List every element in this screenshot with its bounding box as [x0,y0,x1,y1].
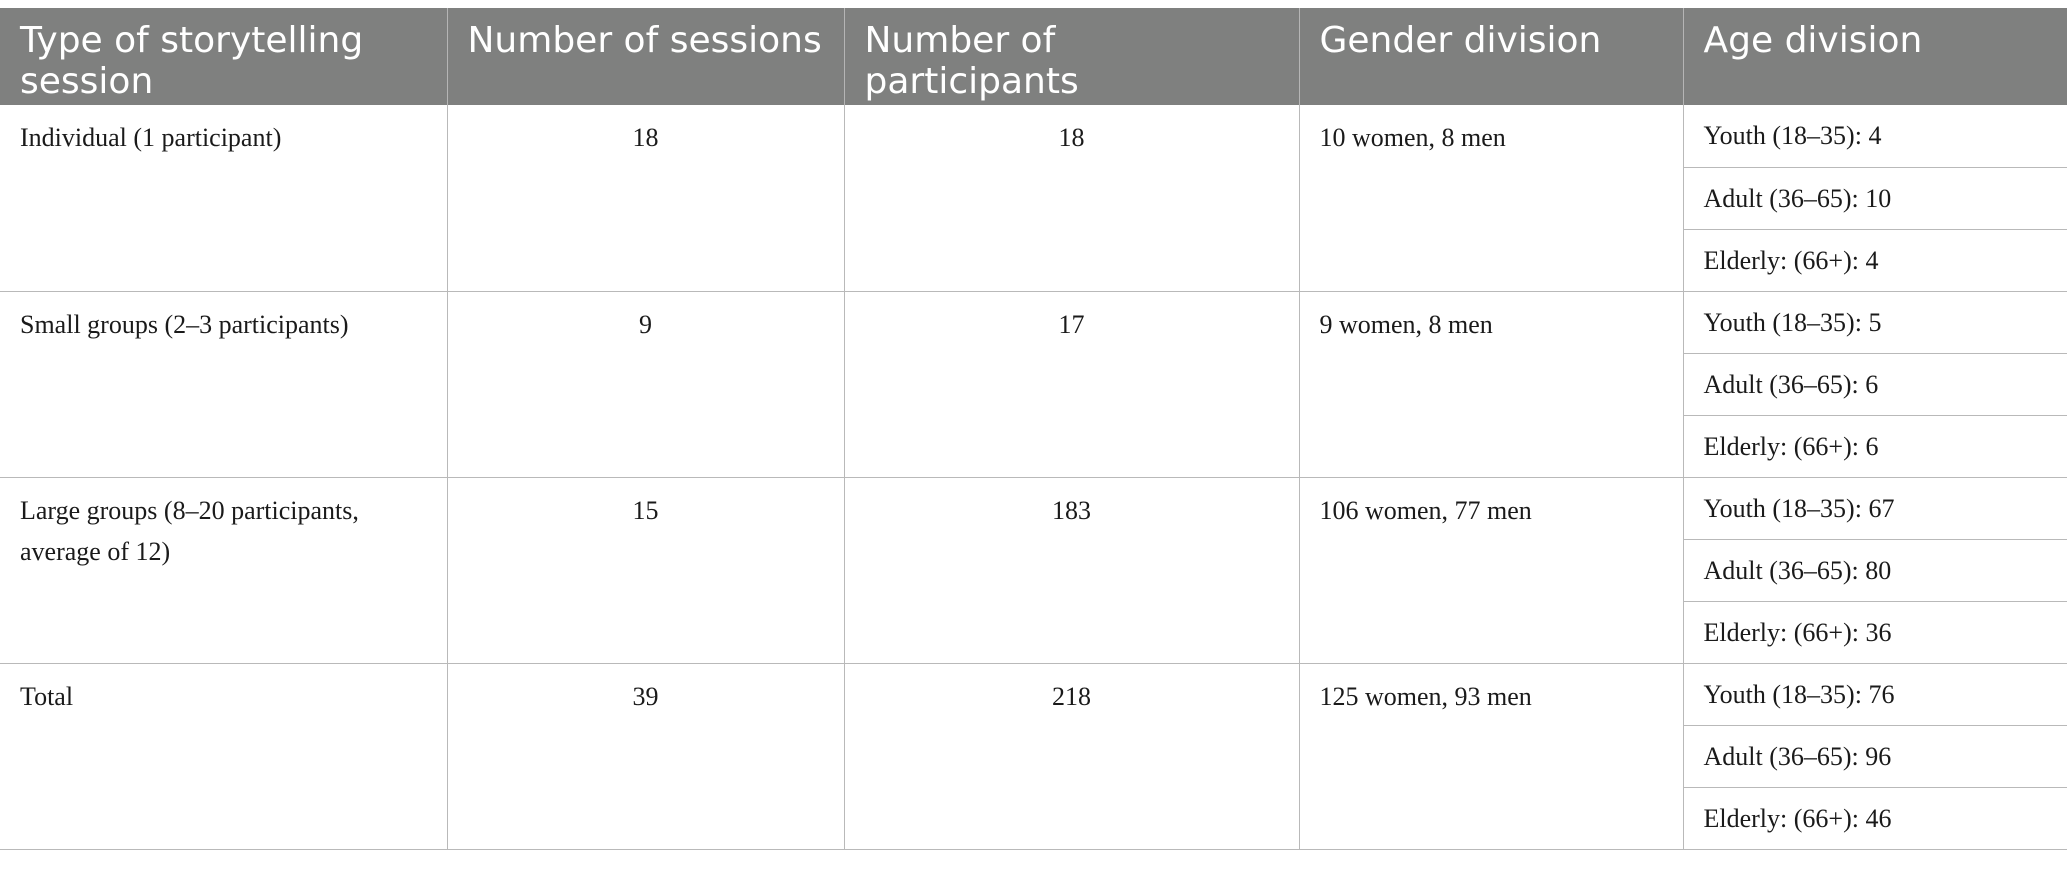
cell-gender: 125 women, 93 men [1298,663,1684,850]
table-subrow: Adult (36–65): 10 [0,167,2067,230]
cell-age-youth: Youth (18–35): 67 [1682,477,2067,540]
cell-gender: 106 women, 77 men [1298,477,1684,664]
cell-age-youth: Youth (18–35): 5 [1682,291,2067,354]
table-subrow: Elderly: (66+): 36 [0,601,2067,664]
cell-age-elderly: Elderly: (66+): 46 [1682,787,2067,850]
cell-age-youth: Youth (18–35): 76 [1682,663,2067,726]
table-subrow: Adult (36–65): 80 [0,539,2067,602]
table-header-row: Type of storytelling session Number of s… [0,8,2067,105]
table-row: Large groups (8–20 participants, average… [0,477,2067,664]
table-row: Individual (1 participant) 18 18 10 wome… [0,105,2067,292]
cell-age-elderly: Elderly: (66+): 36 [1682,601,2067,664]
cell-age-adult: Adult (36–65): 10 [1682,167,2067,230]
table-subrow: Elderly: (66+): 4 [0,229,2067,292]
cell-age-youth: Youth (18–35): 4 [1682,105,2067,168]
header-type: Type of storytelling session [0,8,447,105]
cell-age-elderly: Elderly: (66+): 6 [1682,415,2067,478]
header-participants: Number of participants [843,8,1299,105]
cell-type: Large groups (8–20 participants, average… [0,477,448,664]
table-subrow: Adult (36–65): 6 [0,353,2067,416]
header-age: Age division [1682,8,2067,105]
table-subrow: Elderly: (66+): 46 [0,787,2067,850]
table-row: Total 39 218 125 women, 93 men Youth (18… [0,663,2067,850]
cell-age-adult: Adult (36–65): 96 [1682,725,2067,788]
cell-type: Total [0,663,448,850]
cell-gender: 10 women, 8 men [1298,105,1684,292]
table-subrow: Elderly: (66+): 6 [0,415,2067,478]
cell-sessions: 18 [446,105,845,292]
cell-participants: 17 [843,291,1300,478]
cell-type: Small groups (2–3 participants) [0,291,448,478]
cell-sessions: 15 [446,477,845,664]
cell-sessions: 9 [446,291,845,478]
storytelling-sessions-table: Type of storytelling session Number of s… [0,8,2067,850]
cell-participants: 18 [843,105,1300,292]
cell-type: Individual (1 participant) [0,105,448,292]
cell-age-adult: Adult (36–65): 6 [1682,353,2067,416]
cell-participants: 218 [843,663,1300,850]
cell-age-elderly: Elderly: (66+): 4 [1682,229,2067,292]
header-sessions: Number of sessions [446,8,844,105]
cell-age-adult: Adult (36–65): 80 [1682,539,2067,602]
cell-gender: 9 women, 8 men [1298,291,1684,478]
header-gender: Gender division [1298,8,1683,105]
cell-participants: 183 [843,477,1300,664]
table-row: Small groups (2–3 participants) 9 17 9 w… [0,291,2067,478]
table-subrow: Adult (36–65): 96 [0,725,2067,788]
cell-sessions: 39 [446,663,845,850]
